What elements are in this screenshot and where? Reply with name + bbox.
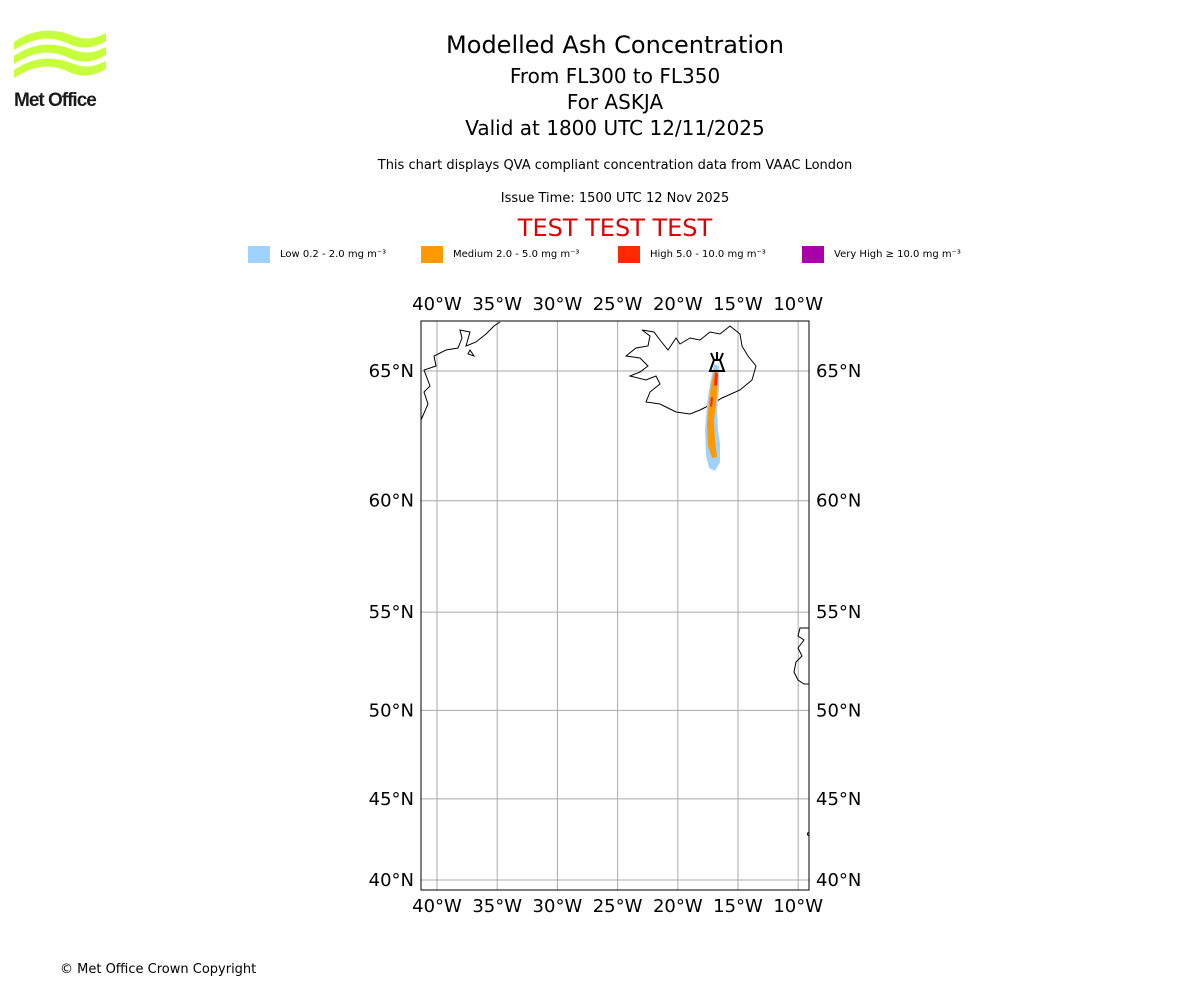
volcano-icon (708, 352, 726, 372)
test-banner: TEST TEST TEST (517, 214, 713, 242)
lat-tick-label-right: 45°N (816, 789, 861, 810)
legend-label-very-high: Very High ≥ 10.0 mg m⁻³ (834, 248, 961, 260)
flight-levels: From FL300 to FL350 (509, 64, 721, 88)
lat-tick-label-right: 55°N (816, 602, 861, 623)
lat-tick-label-left: 45°N (369, 789, 414, 810)
met-office-logo-waves (14, 30, 106, 78)
map-frame (420, 320, 810, 891)
legend-swatch-very-high (802, 245, 824, 263)
lon-tick-label-bottom: 20°W (653, 896, 703, 917)
lon-tick-label-top: 40°W (412, 294, 462, 315)
lat-tick-label-right: 40°N (816, 870, 861, 891)
lon-tick-label-top: 10°W (773, 294, 823, 315)
lon-tick-label-bottom: 40°W (412, 896, 462, 917)
plume-high (710, 372, 718, 407)
lon-tick-label-bottom: 35°W (472, 896, 522, 917)
lat-tick-label-left: 55°N (369, 602, 414, 623)
met-office-logo-text: Met Office (14, 90, 97, 111)
qva-note: This chart displays QVA compliant concen… (377, 158, 853, 173)
valid-time: Valid at 1800 UTC 12/11/2025 (465, 116, 765, 140)
legend-item-very-high: Very High ≥ 10.0 mg m⁻³ (802, 245, 961, 263)
gridlines (421, 321, 809, 890)
chart-title: Modelled Ash Concentration (446, 31, 784, 59)
copyright: © Met Office Crown Copyright (60, 962, 257, 977)
legend-label-high: High 5.0 - 10.0 mg m⁻³ (650, 248, 766, 260)
legend-swatch-medium (421, 245, 443, 263)
lon-tick-label-bottom: 30°W (533, 896, 583, 917)
legend-label-medium: Medium 2.0 - 5.0 mg m⁻³ (453, 248, 580, 260)
lon-tick-label-top: 30°W (533, 294, 583, 315)
plume-medium (707, 369, 718, 458)
lon-tick-label-top: 25°W (593, 294, 643, 315)
legend-label-low: Low 0.2 - 2.0 mg m⁻³ (280, 248, 387, 260)
coastline-ireland (793, 627, 809, 685)
lon-tick-label-bottom: 15°W (713, 896, 763, 917)
lon-tick-label-bottom: 25°W (593, 896, 643, 917)
legend-swatch-high (618, 245, 640, 263)
coastline-greenland (421, 321, 501, 421)
volcano-name: For ASKJA (566, 90, 664, 114)
ash-plume (705, 364, 720, 471)
legend-item-low: Low 0.2 - 2.0 mg m⁻³ (248, 245, 386, 263)
issue-time: Issue Time: 1500 UTC 12 Nov 2025 (500, 191, 730, 206)
lon-tick-label-bottom: 10°W (773, 896, 823, 917)
lat-tick-label-right: 60°N (816, 491, 861, 512)
lon-tick-label-top: 15°W (713, 294, 763, 315)
lat-tick-label-left: 40°N (369, 870, 414, 891)
coastlines (421, 321, 809, 836)
lon-tick-label-top: 20°W (653, 294, 703, 315)
lat-tick-label-left: 60°N (369, 491, 414, 512)
lat-tick-label-left: 65°N (369, 361, 414, 382)
lat-tick-label-left: 50°N (369, 700, 414, 721)
coastline-islet (807, 832, 809, 836)
lat-tick-label-right: 65°N (816, 361, 861, 382)
legend-swatch-low (248, 245, 270, 263)
lat-tick-label-right: 50°N (816, 700, 861, 721)
legend-item-medium: Medium 2.0 - 5.0 mg m⁻³ (421, 245, 579, 263)
legend-item-high: High 5.0 - 10.0 mg m⁻³ (618, 245, 766, 263)
coastline-iceland (624, 325, 757, 415)
axis-labels: 40°W 40°W 35°W 35°W 30°W 30°W 25°W 25°W 20°W 20°W… (369, 294, 862, 917)
lon-tick-label-top: 35°W (472, 294, 522, 315)
